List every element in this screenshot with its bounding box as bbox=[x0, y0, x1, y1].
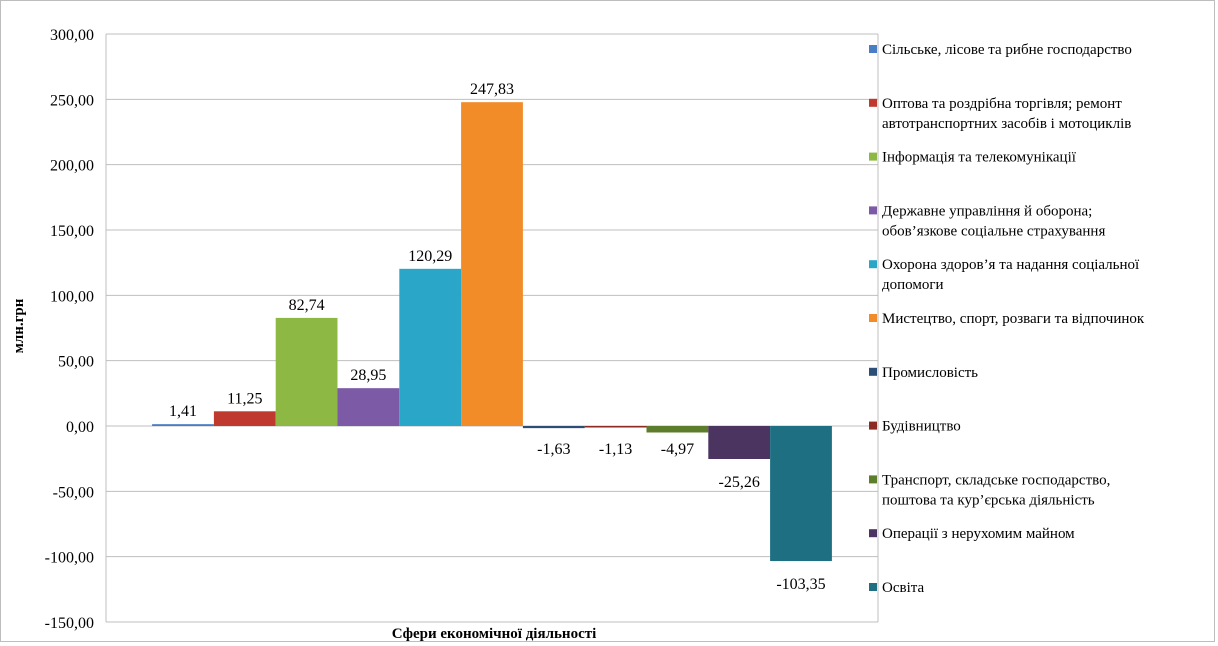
y-tick-label: 250,00 bbox=[50, 92, 94, 109]
y-tick-label: 50,00 bbox=[58, 354, 94, 371]
legend-swatch bbox=[869, 421, 877, 430]
legend-label: Оптова та роздрібна торгівля; ремонт bbox=[882, 96, 1122, 112]
legend-label: Промисловість bbox=[882, 365, 978, 381]
data-label: -4,97 bbox=[661, 441, 694, 458]
legend-label: автотранспортних засобів і мотоциклів bbox=[882, 116, 1131, 132]
legend-label: Державне управління й оборона; bbox=[882, 203, 1092, 219]
data-label: -25,26 bbox=[719, 474, 760, 491]
data-label: -1,63 bbox=[537, 441, 570, 458]
y-axis-title: млн.грн bbox=[11, 298, 27, 353]
y-axis-ticks: 300,00 250,00 200,00 150,00 100,00 50,00 0,00 -… bbox=[45, 27, 94, 632]
legend-swatch bbox=[869, 45, 877, 53]
x-axis-title: Сфери економічної діяльності bbox=[392, 626, 597, 641]
y-tick-label: -150,00 bbox=[45, 615, 94, 632]
legend-label: поштова та кур’єрська діяльність bbox=[882, 492, 1095, 508]
y-tick-label: -50,00 bbox=[53, 484, 94, 501]
data-label: 1,41 bbox=[169, 403, 197, 420]
bar bbox=[213, 411, 276, 426]
legend-swatch bbox=[869, 206, 877, 215]
legend-label: обов’язкове соціальне страхування bbox=[882, 223, 1105, 239]
data-labels: 1,41 11,25 82,74 28,95 120,29 247,83 -1,63 -1,1… bbox=[169, 81, 826, 593]
y-tick-label: 0,00 bbox=[66, 419, 94, 436]
bar bbox=[275, 317, 338, 426]
y-tick-label: 100,00 bbox=[50, 288, 94, 305]
data-label: -1,13 bbox=[599, 441, 632, 458]
legend-label: Сільське, лісове та рибне господарство bbox=[882, 42, 1132, 58]
data-label: -103,35 bbox=[776, 576, 825, 593]
data-label: 247,83 bbox=[470, 81, 514, 98]
legend-swatch bbox=[869, 152, 877, 161]
bar bbox=[461, 102, 523, 427]
legend-label: Інформація та телекомунікації bbox=[882, 150, 1077, 166]
bar bbox=[522, 426, 585, 429]
bars bbox=[152, 102, 832, 562]
data-label: 82,74 bbox=[289, 297, 325, 314]
legend-label: Охорона здоров’я та надання соціальної bbox=[882, 257, 1140, 273]
legend-swatch bbox=[869, 260, 877, 269]
legend-swatch bbox=[869, 475, 877, 484]
y-tick-label: 150,00 bbox=[50, 223, 94, 240]
data-label: 28,95 bbox=[350, 367, 386, 384]
legend-label: Будівництво bbox=[882, 419, 961, 435]
legend-label: Транспорт, складське господарство, bbox=[882, 472, 1110, 488]
legend: Сільське, лісове та рибне господарство Оп… bbox=[869, 42, 1145, 596]
bar bbox=[152, 424, 214, 426]
legend-swatch bbox=[869, 314, 877, 322]
y-tick-label: 300,00 bbox=[50, 27, 94, 44]
legend-label: Мистецтво, спорт, розваги та відпочинок bbox=[882, 311, 1145, 327]
bar bbox=[646, 426, 709, 433]
bar bbox=[584, 426, 647, 428]
legend-swatch bbox=[869, 529, 877, 538]
y-tick-label: 200,00 bbox=[50, 158, 94, 175]
legend-label: допомоги bbox=[882, 277, 944, 293]
legend-swatch bbox=[869, 367, 877, 376]
bar bbox=[399, 268, 462, 426]
legend-label: Освіта bbox=[882, 580, 924, 596]
data-label: 120,29 bbox=[408, 248, 452, 265]
y-tick-label: -100,00 bbox=[45, 550, 94, 567]
bar bbox=[337, 388, 400, 426]
bar bbox=[708, 426, 771, 460]
bar bbox=[770, 426, 832, 562]
legend-swatch bbox=[869, 583, 877, 591]
legend-label: Операції з нерухомим майном bbox=[882, 526, 1075, 542]
legend-swatch bbox=[869, 98, 877, 107]
data-label: 11,25 bbox=[227, 390, 262, 407]
